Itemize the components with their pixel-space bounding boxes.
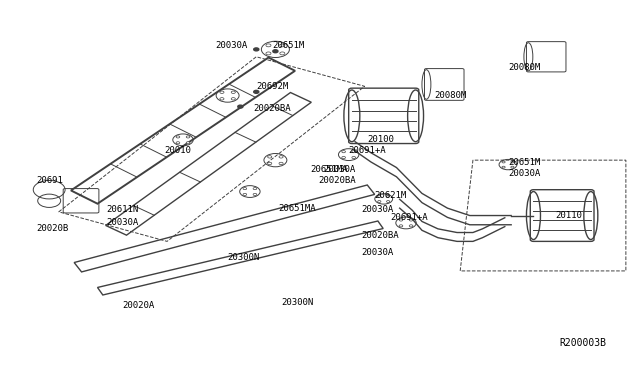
- Circle shape: [220, 97, 224, 100]
- Circle shape: [243, 187, 246, 190]
- Text: R200003B: R200003B: [560, 339, 607, 349]
- Circle shape: [409, 225, 413, 227]
- Circle shape: [279, 162, 283, 165]
- Circle shape: [342, 151, 346, 153]
- Text: 20110: 20110: [556, 211, 582, 220]
- Text: 20020BA: 20020BA: [362, 231, 399, 240]
- Circle shape: [176, 142, 180, 144]
- Text: 20030A: 20030A: [215, 41, 247, 50]
- Circle shape: [352, 151, 356, 153]
- Circle shape: [387, 195, 390, 197]
- Text: 20080M: 20080M: [435, 91, 467, 100]
- Circle shape: [279, 155, 283, 158]
- Text: 20030A: 20030A: [508, 169, 540, 177]
- Text: 20030A: 20030A: [106, 218, 139, 227]
- Circle shape: [511, 166, 514, 168]
- Circle shape: [502, 161, 505, 163]
- Text: 20692M: 20692M: [256, 82, 289, 91]
- Text: 20100: 20100: [368, 135, 395, 144]
- Text: 20020B: 20020B: [36, 224, 68, 233]
- Text: 20651M: 20651M: [508, 157, 540, 167]
- Circle shape: [352, 157, 356, 158]
- Circle shape: [186, 136, 190, 138]
- Text: 20010: 20010: [164, 147, 191, 155]
- Text: 20020A: 20020A: [122, 301, 155, 311]
- Text: 20020BA: 20020BA: [253, 104, 291, 113]
- Text: 20651MA: 20651MA: [278, 203, 316, 213]
- Circle shape: [268, 155, 272, 158]
- Text: 20300N: 20300N: [228, 253, 260, 263]
- Circle shape: [238, 105, 243, 108]
- Circle shape: [186, 142, 190, 144]
- Circle shape: [266, 52, 271, 55]
- Circle shape: [253, 90, 259, 93]
- Circle shape: [378, 195, 381, 197]
- Text: 20020BA: 20020BA: [318, 176, 356, 185]
- Text: 20611N: 20611N: [106, 205, 139, 215]
- Text: 20030A: 20030A: [323, 165, 355, 174]
- Circle shape: [399, 225, 403, 227]
- Circle shape: [231, 91, 236, 93]
- Circle shape: [243, 193, 246, 196]
- Circle shape: [342, 157, 346, 158]
- Text: 20030A: 20030A: [362, 248, 394, 257]
- Text: 20691+A: 20691+A: [390, 213, 428, 222]
- Circle shape: [253, 193, 257, 196]
- Circle shape: [253, 48, 259, 51]
- Text: 20621M: 20621M: [374, 191, 406, 200]
- Text: 20691: 20691: [36, 176, 63, 185]
- Circle shape: [176, 136, 180, 138]
- Circle shape: [378, 201, 381, 202]
- Text: 20080M: 20080M: [508, 63, 540, 72]
- Circle shape: [280, 52, 285, 55]
- Circle shape: [231, 97, 236, 100]
- Circle shape: [273, 50, 278, 53]
- Circle shape: [387, 201, 390, 202]
- Circle shape: [253, 187, 257, 190]
- Circle shape: [220, 91, 224, 93]
- Circle shape: [399, 219, 403, 221]
- Text: 20691+A: 20691+A: [349, 147, 387, 155]
- Circle shape: [502, 166, 505, 168]
- Circle shape: [409, 219, 413, 221]
- Text: 20300N: 20300N: [282, 298, 314, 307]
- Circle shape: [266, 44, 271, 47]
- Text: 20651MA: 20651MA: [310, 165, 348, 174]
- Text: 20030A: 20030A: [362, 205, 394, 215]
- Circle shape: [268, 162, 272, 165]
- Circle shape: [280, 44, 285, 47]
- Text: 20651M: 20651M: [272, 41, 305, 50]
- Circle shape: [511, 161, 514, 163]
